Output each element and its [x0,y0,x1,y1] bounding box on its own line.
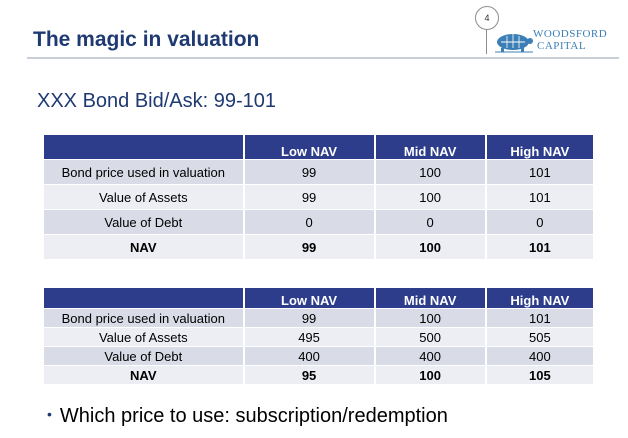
table-cell: 0 [244,210,374,234]
table-header-row: Low NAV Mid NAV High NAV [44,135,593,159]
table-row: Bond price used in valuation 99 100 101 [44,309,593,327]
row-label: NAV [44,366,243,384]
table-cell: 400 [375,347,485,365]
table-cell: 0 [375,210,485,234]
table-header-cell: Low NAV [244,288,374,308]
table-header-cell: Low NAV [244,135,374,159]
table-cell: 500 [375,328,485,346]
table-cell: 505 [486,328,593,346]
table-cell: 101 [486,160,593,184]
table-cell: 100 [375,309,485,327]
row-label: NAV [44,235,243,259]
page-number: 4 [475,6,499,30]
table-row: Value of Debt 0 0 0 [44,210,593,234]
row-label: Bond price used in valuation [44,309,243,327]
tortoise-logo-icon [495,34,533,53]
nav-table-unlevered: Low NAV Mid NAV High NAV Bond price used… [42,134,595,260]
bullet-icon: • [47,406,52,422]
table-row: Value of Assets 99 100 101 [44,185,593,209]
nav-table-levered: Low NAV Mid NAV High NAV Bond price used… [42,287,595,385]
table-cell: 99 [244,309,374,327]
logo-text-line2: CAPITAL [537,40,587,52]
table-row-total: NAV 95 100 105 [44,366,593,384]
row-label: Value of Assets [44,185,243,209]
table-cell: 99 [244,160,374,184]
table-row: Bond price used in valuation 99 100 101 [44,160,593,184]
logo-text-line1: WOODSFORD [533,28,608,40]
page-number-stem [486,30,487,54]
table-cell: 100 [375,235,485,259]
table-cell: 0 [486,210,593,234]
table-row-total: NAV 99 100 101 [44,235,593,259]
table-cell: 95 [244,366,374,384]
title-divider [27,57,619,59]
company-logo: WOODSFORD CAPITAL [491,28,621,54]
table-cell: 105 [486,366,593,384]
table-header-cell: Mid NAV [375,135,485,159]
table-cell: 100 [375,185,485,209]
bullet-point: • Which price to use: subscription/redemp… [47,405,448,428]
table-header-cell [44,288,243,308]
table-cell: 101 [486,185,593,209]
table-cell: 400 [244,347,374,365]
row-label: Bond price used in valuation [44,160,243,184]
table-cell: 100 [375,366,485,384]
row-label: Value of Debt [44,347,243,365]
table-header-cell: High NAV [486,288,593,308]
row-label: Value of Debt [44,210,243,234]
table-header-row: Low NAV Mid NAV High NAV [44,288,593,308]
table-cell: 101 [486,309,593,327]
slide-title: The magic in valuation [33,28,260,51]
bullet-text: Which price to use: subscription/redempt… [59,405,448,427]
table-header-cell [44,135,243,159]
row-label: Value of Assets [44,328,243,346]
table-cell: 100 [375,160,485,184]
table-row: Value of Assets 495 500 505 [44,328,593,346]
table-cell: 101 [486,235,593,259]
subtitle: XXX Bond Bid/Ask: 99-101 [37,90,277,112]
table-cell: 495 [244,328,374,346]
table-header-cell: Mid NAV [375,288,485,308]
table-row: Value of Debt 400 400 400 [44,347,593,365]
table-cell: 99 [244,185,374,209]
table-cell: 400 [486,347,593,365]
table-cell: 99 [244,235,374,259]
table-header-cell: High NAV [486,135,593,159]
